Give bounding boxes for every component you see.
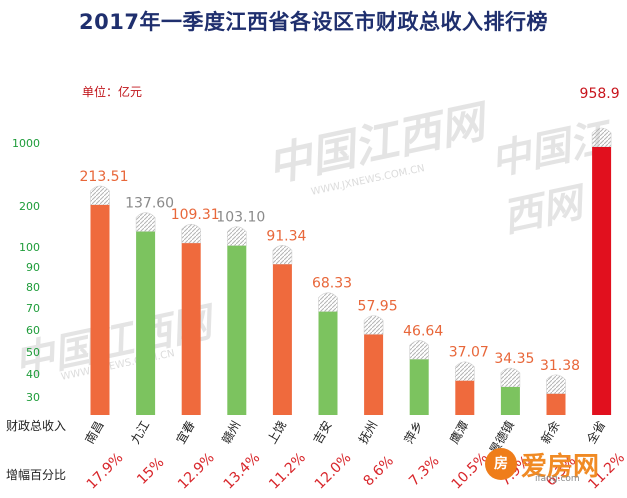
category-label: 南昌	[82, 418, 107, 446]
growth-label: 7.3%	[406, 453, 442, 489]
category-label: 赣州	[219, 419, 243, 447]
bar	[181, 243, 201, 415]
bar-value-label: 109.31	[171, 207, 220, 223]
growth-label: 13.4%	[221, 450, 264, 493]
y-tick-label: 1000	[12, 137, 40, 150]
bar	[409, 359, 429, 415]
bar-value-label: 34.35	[494, 351, 534, 367]
bar-value-label: 137.60	[125, 196, 174, 212]
bar	[272, 264, 292, 415]
bar	[227, 245, 247, 415]
bar-value-label: 57.95	[358, 299, 398, 315]
category-label: 鹰潭	[446, 418, 471, 446]
category-label: 全省	[583, 418, 608, 446]
site-logo[interactable]: 房 爱房网 ifang.com	[485, 444, 617, 484]
growth-label: 15%	[134, 455, 167, 488]
category-label: 上饶	[265, 419, 289, 447]
bar-break-cap	[318, 292, 338, 312]
bar	[318, 311, 338, 415]
bar	[592, 147, 612, 415]
bar-break-cap	[272, 245, 293, 265]
bar-value-label: 91.34	[266, 228, 306, 244]
bar-value-label: 46.64	[403, 323, 443, 339]
bar-break-cap	[227, 226, 247, 247]
y-tick-label: 80	[26, 281, 40, 294]
y-tick-label: 70	[26, 302, 40, 315]
bar	[500, 386, 520, 415]
bar-value-label: 37.07	[449, 345, 489, 361]
bar-break-cap	[500, 367, 521, 388]
y-tick-label: 60	[26, 324, 40, 337]
bar-break-cap	[181, 223, 201, 244]
bar-value-label: 68.33	[312, 276, 352, 292]
y-tick-label: 40	[26, 368, 40, 381]
bar-break-cap	[409, 340, 429, 360]
y-tick-label: 90	[26, 261, 40, 274]
bar-break-cap	[135, 212, 156, 232]
bar	[546, 393, 566, 415]
growth-label: 12.0%	[312, 450, 355, 493]
growth-label: 17.9%	[84, 450, 127, 493]
bar-value-label: 31.38	[540, 358, 580, 374]
growth-label: 12.9%	[175, 450, 218, 493]
bar-value-label: 213.51	[80, 169, 129, 185]
revenue-row-label: 财政总收入	[6, 419, 67, 433]
y-tick-label: 30	[26, 391, 40, 404]
bar-break-cap	[363, 315, 384, 335]
unit-label: 单位：亿元	[82, 85, 143, 99]
category-label: 吉安	[310, 418, 335, 446]
category-label: 萍乡	[402, 419, 426, 447]
growth-label: 8.6%	[361, 453, 397, 489]
logo-url: ifang.com	[535, 474, 580, 484]
bar-value-label: 103.10	[216, 210, 265, 226]
growth-label: 11.2%	[266, 450, 309, 493]
bar	[364, 334, 384, 415]
category-label: 抚州	[356, 419, 380, 447]
bar-break-cap	[455, 361, 475, 382]
growth-row-label: 增幅百分比	[6, 468, 67, 482]
bar	[136, 231, 156, 415]
y-tick-label: 100	[19, 241, 40, 254]
category-label: 九江	[128, 419, 152, 447]
y-tick-label: 50	[26, 346, 40, 359]
house-icon: 房	[485, 448, 517, 480]
bar	[455, 380, 475, 415]
chart-title: 2017年一季度江西省各设区市财政总收入排行榜	[79, 10, 548, 34]
category-label: 宜春	[173, 418, 198, 446]
bar-break-cap	[546, 374, 566, 395]
y-tick-label: 200	[19, 200, 40, 213]
bar-break-cap	[90, 185, 110, 206]
bar	[90, 204, 110, 415]
logo-name: 爱房网	[521, 452, 600, 482]
bar-value-label: 958.9	[580, 86, 620, 102]
bar-break-cap	[591, 127, 612, 148]
category-label: 新余	[538, 418, 563, 446]
